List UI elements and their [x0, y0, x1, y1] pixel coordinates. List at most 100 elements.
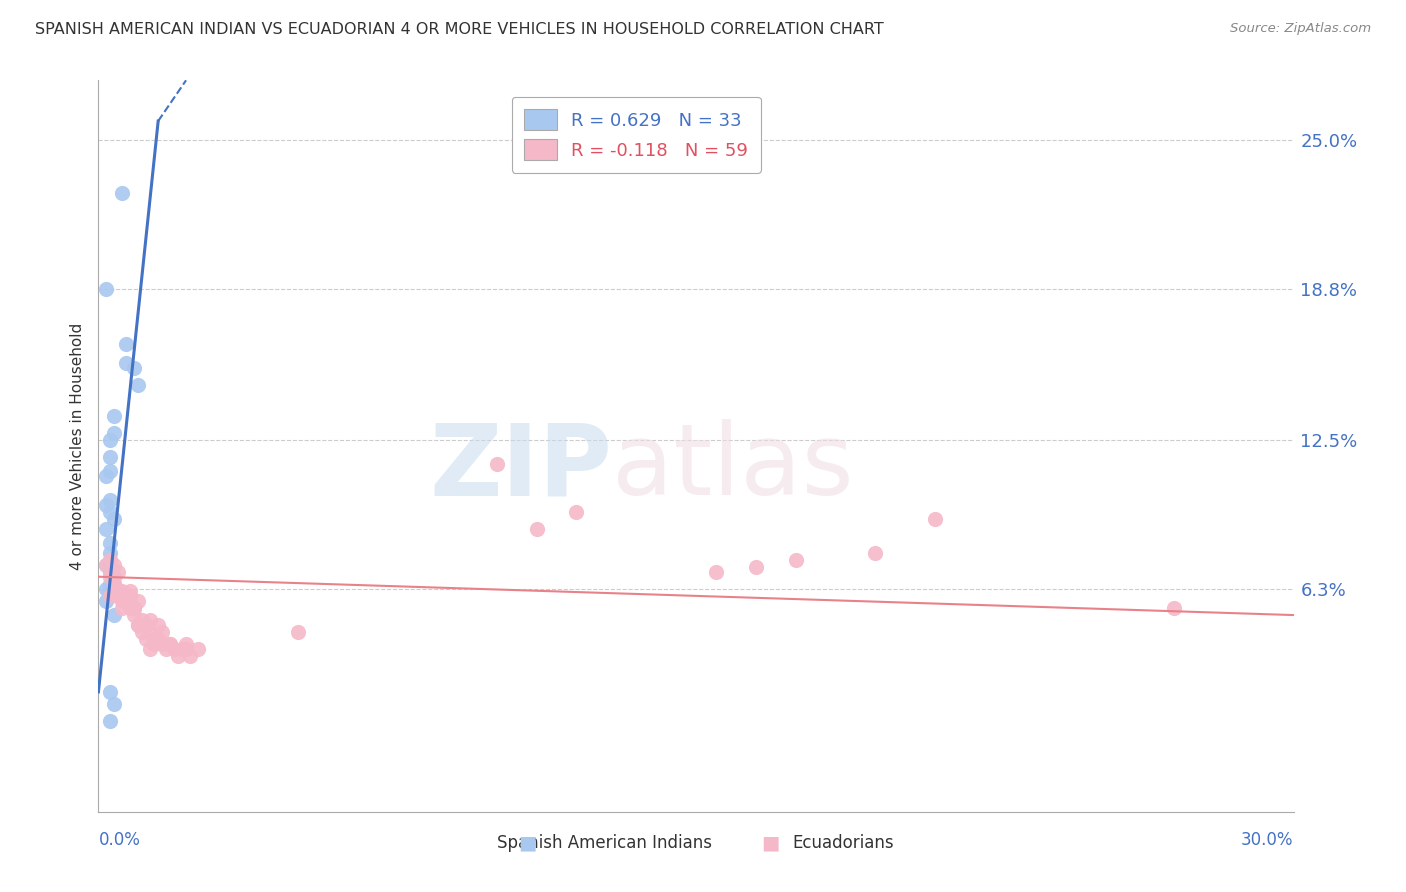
Point: [167, 648, 190, 663]
Point: [107, 589, 129, 603]
Point: [103, 697, 125, 711]
Point: [100, 553, 122, 567]
Point: [100, 685, 122, 699]
Point: [174, 641, 197, 656]
Point: [127, 377, 149, 392]
Point: [150, 624, 173, 639]
Point: [115, 356, 138, 370]
Point: [103, 425, 125, 440]
Point: [103, 584, 125, 599]
Point: [103, 409, 125, 423]
Point: [100, 714, 122, 728]
Point: [103, 558, 125, 572]
Point: [139, 613, 162, 627]
Point: [103, 582, 125, 596]
Point: [127, 593, 149, 607]
Legend: R = 0.629   N = 33, R = -0.118   N = 59: R = 0.629 N = 33, R = -0.118 N = 59: [512, 96, 761, 173]
Point: [124, 361, 146, 376]
Point: [103, 608, 125, 623]
Point: [120, 584, 142, 599]
Point: [103, 512, 125, 526]
Point: [111, 600, 134, 615]
Point: [131, 613, 153, 627]
Point: [155, 641, 177, 656]
Point: [96, 522, 118, 536]
Point: [135, 632, 157, 646]
Point: [139, 624, 162, 639]
Point: [100, 450, 122, 464]
Point: [100, 589, 122, 603]
Point: [100, 505, 122, 519]
Point: [124, 600, 146, 615]
Point: [96, 469, 118, 483]
Point: [100, 492, 122, 507]
Point: [148, 617, 170, 632]
Text: Ecuadorians: Ecuadorians: [793, 834, 894, 852]
Point: [127, 617, 149, 632]
Point: [143, 637, 166, 651]
Point: [163, 641, 186, 656]
Point: [103, 577, 125, 591]
Point: [124, 600, 146, 615]
Text: Spanish American Indians: Spanish American Indians: [498, 834, 711, 852]
Point: [111, 186, 134, 200]
Text: 0.0%: 0.0%: [98, 831, 141, 849]
Point: [120, 589, 142, 603]
Point: [174, 637, 197, 651]
Point: [100, 584, 122, 599]
Point: [96, 558, 118, 572]
Point: [863, 546, 887, 560]
Point: [120, 600, 142, 615]
Point: [100, 577, 122, 591]
Point: [526, 522, 548, 536]
Point: [159, 637, 181, 651]
Point: [100, 589, 122, 603]
Point: [96, 582, 118, 596]
Point: [100, 565, 122, 579]
Point: [107, 589, 129, 603]
Point: [100, 433, 122, 447]
Point: [1163, 600, 1185, 615]
Point: [179, 648, 201, 663]
Point: [124, 608, 146, 623]
Point: [187, 641, 209, 656]
Point: [159, 637, 181, 651]
Point: [107, 584, 129, 599]
Point: [131, 624, 153, 639]
Point: [115, 593, 138, 607]
Point: [100, 464, 122, 478]
Point: [107, 565, 129, 579]
Text: atlas: atlas: [613, 419, 853, 516]
Point: [100, 546, 122, 560]
Text: ZIP: ZIP: [429, 419, 613, 516]
Point: [143, 632, 166, 646]
Y-axis label: 4 or more Vehicles in Household: 4 or more Vehicles in Household: [69, 322, 84, 570]
Point: [111, 584, 134, 599]
Point: [150, 637, 173, 651]
Point: [172, 641, 194, 656]
Point: [100, 570, 122, 584]
Text: Source: ZipAtlas.com: Source: ZipAtlas.com: [1230, 22, 1371, 36]
Text: 30.0%: 30.0%: [1241, 831, 1294, 849]
Point: [139, 641, 162, 656]
Point: [100, 536, 122, 550]
Point: [111, 593, 134, 607]
Point: [103, 577, 125, 591]
Point: [96, 498, 118, 512]
Point: [96, 282, 118, 296]
Point: [704, 565, 727, 579]
Point: [100, 553, 122, 567]
Point: [135, 617, 157, 632]
Point: [148, 632, 170, 646]
Point: [565, 505, 588, 519]
Point: [127, 617, 149, 632]
Point: [785, 553, 807, 567]
Text: ■: ■: [517, 833, 537, 853]
Point: [103, 570, 125, 584]
Text: ■: ■: [761, 833, 780, 853]
Point: [485, 457, 508, 471]
Text: SPANISH AMERICAN INDIAN VS ECUADORIAN 4 OR MORE VEHICLES IN HOUSEHOLD CORRELATIO: SPANISH AMERICAN INDIAN VS ECUADORIAN 4 …: [35, 22, 884, 37]
Point: [745, 560, 768, 574]
Point: [96, 558, 118, 572]
Point: [115, 337, 138, 351]
